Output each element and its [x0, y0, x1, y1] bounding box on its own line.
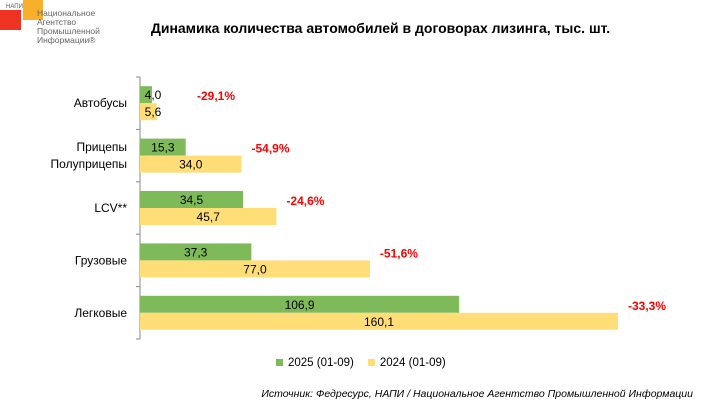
- data-label: 37,3: [184, 245, 208, 259]
- logo-line: Промышленной: [37, 26, 100, 36]
- bar-2025: [140, 86, 152, 104]
- data-label: 5,6: [145, 105, 162, 119]
- legend-swatch: [276, 359, 283, 366]
- category-label: Прицепы: [76, 140, 127, 154]
- change-label: -54,9%: [252, 142, 290, 156]
- bar-2025: [140, 295, 460, 313]
- change-label: -24,6%: [286, 194, 324, 208]
- change-label: -51,6%: [380, 246, 418, 260]
- logo-line: Информации®: [37, 35, 96, 45]
- legend-item-2025: 2025 (01-09): [276, 357, 354, 369]
- bar-2025: [140, 243, 252, 261]
- bar-2024: [140, 208, 277, 225]
- legend-item-2024: 2024 (01-09): [367, 357, 446, 369]
- data-label: 106,9: [285, 298, 315, 312]
- legend-swatch: [367, 359, 375, 366]
- bar-2024: [140, 312, 618, 330]
- legend-label: 2025 (01-09): [288, 357, 354, 369]
- change-label: -29,1%: [197, 89, 235, 103]
- bar-2024: [140, 155, 242, 173]
- category-label: Полуприцепы: [51, 157, 127, 171]
- logo-orange-square: [23, 0, 43, 20]
- napi-logo: НАПИ Национальное Агентство Промышленной…: [0, 0, 120, 60]
- bar-2025: [140, 138, 186, 156]
- logo-line: Агентство: [37, 17, 77, 27]
- data-label: 4,0: [145, 88, 162, 102]
- category-label: Легковые: [74, 306, 127, 320]
- source-note: Источник: Федресурс, НАПИ / Национальное…: [261, 388, 693, 400]
- logo-red-square: [0, 10, 21, 30]
- legend-label: 2024 (01-09): [379, 357, 446, 369]
- logo-line: Национальное: [37, 8, 96, 18]
- data-label: 77,0: [243, 262, 267, 276]
- data-label: 34,0: [179, 158, 203, 172]
- bar-2025: [140, 191, 244, 208]
- data-label: 34,5: [180, 193, 204, 207]
- category-label: LCV**: [94, 201, 127, 215]
- bar-2024: [140, 103, 157, 121]
- logo-abbr: НАПИ: [6, 4, 23, 10]
- change-label: -33,3%: [628, 299, 666, 313]
- category-label: Автобусы: [74, 96, 127, 110]
- data-label: 15,3: [151, 141, 175, 155]
- logo-text: Национальное Агентство Промышленной Инфо…: [37, 9, 100, 45]
- data-label: 160,1: [364, 315, 394, 329]
- bar-2024: [140, 260, 370, 278]
- legend: 2025 (01-09) 2024 (01-09): [276, 357, 446, 369]
- data-label: 45,7: [197, 210, 221, 224]
- category-label: Грузовые: [75, 253, 127, 267]
- chart-title: Динамика количества автомобилей в догово…: [150, 20, 611, 36]
